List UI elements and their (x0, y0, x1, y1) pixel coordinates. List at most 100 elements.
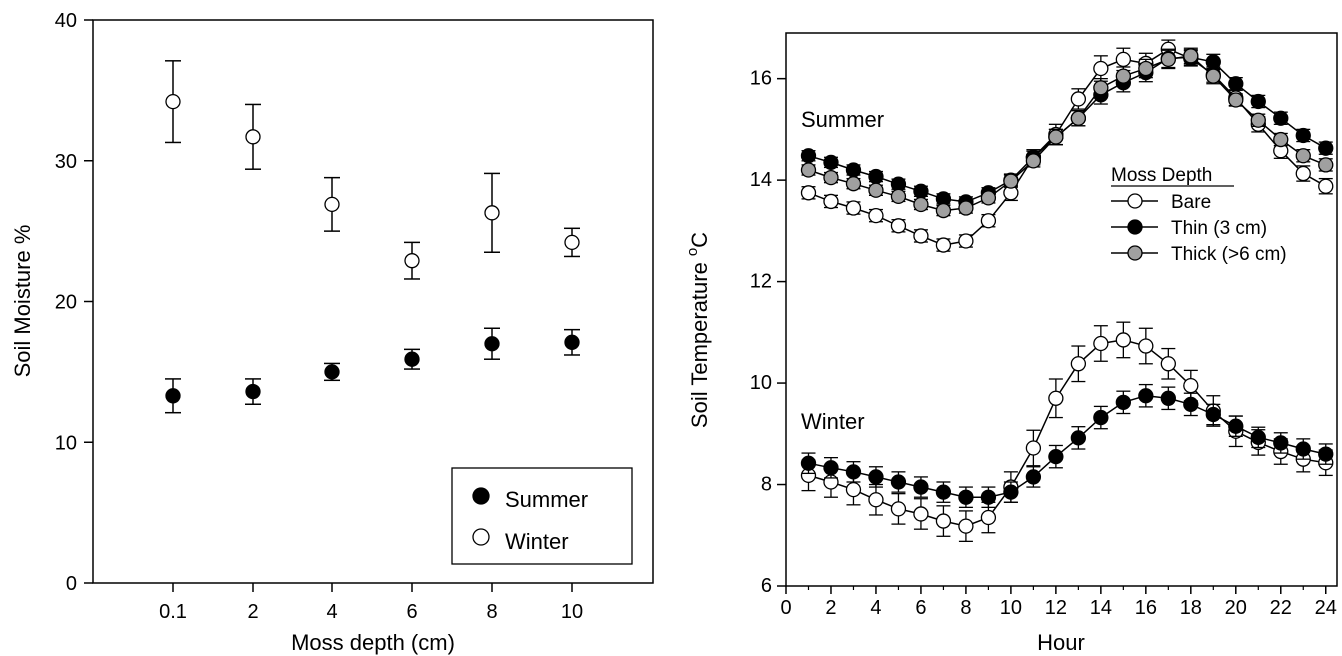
marker-summer-thick (913, 196, 929, 213)
marker-winter-bare (1070, 356, 1087, 372)
marker-winter-thin (1115, 394, 1131, 410)
marker-summer-thin (800, 148, 817, 164)
marker-summer-bare (823, 193, 839, 210)
annotation-winter: Winter (801, 409, 865, 434)
right-y-tick-label: 12 (750, 271, 772, 293)
marker-winter (245, 129, 261, 145)
left-x-axis-title: Moss depth (cm) (291, 630, 455, 655)
left-x-tick-label: 0.1 (159, 601, 187, 623)
marker-winter-bare (913, 506, 929, 522)
legend-marker-bare (1127, 193, 1143, 209)
marker-summer (245, 383, 261, 400)
right-x-tick-label: 6 (915, 597, 926, 619)
point-winter (484, 172, 500, 253)
marker-summer-thick (1093, 80, 1109, 96)
marker-summer-bare (935, 237, 952, 253)
marker-summer-thick (1048, 129, 1064, 145)
left-y-tick-label: 40 (55, 10, 77, 32)
marker-summer (165, 388, 181, 404)
marker-summer-thick (1025, 153, 1042, 169)
point-summer (165, 378, 181, 414)
marker-summer-bare (868, 207, 884, 224)
left-x-tick-label: 8 (486, 601, 497, 623)
legend-label-thick: Thick (>6 cm) (1171, 244, 1287, 265)
right-x-tick-label: 24 (1315, 597, 1337, 619)
marker-winter-thin (980, 489, 997, 505)
legend-label-winter: Winter (505, 529, 569, 554)
marker-summer-thick (1228, 92, 1244, 108)
point-winter (165, 60, 181, 144)
marker-summer-thick (800, 162, 817, 178)
right-x-tick-label: 4 (870, 597, 881, 619)
point-winter (404, 241, 420, 280)
marker-winter-thin (1295, 441, 1311, 457)
series-line (808, 48, 1327, 246)
marker-winter-thin (1138, 388, 1154, 404)
right-plot-frame (785, 32, 1338, 587)
marker-winter-bare (868, 492, 884, 508)
marker-summer-thick (1138, 60, 1154, 77)
right-x-tick-label: 18 (1180, 597, 1202, 619)
right-x-tick-label: 16 (1135, 597, 1157, 619)
right-y-tick-label: 6 (761, 575, 772, 597)
marker-winter-thin (823, 460, 839, 476)
marker-winter (484, 205, 500, 221)
marker-summer-bare (1070, 91, 1087, 107)
marker-winter-bare (1160, 356, 1176, 372)
marker-winter-thin (1048, 448, 1064, 465)
right-x-axis: 0 2 4 6 8 10 12 14 16 18 20 22 24 (780, 586, 1337, 619)
legend-marker-thin (1127, 219, 1143, 235)
left-legend: Summer Winter (451, 467, 633, 565)
marker-winter-bare (1115, 332, 1131, 348)
left-y-tick-label: 0 (66, 573, 77, 595)
marker-summer-thick (1115, 68, 1131, 84)
marker-winter-thin (890, 474, 907, 490)
marker-winter-thin (800, 455, 817, 471)
left-x-tick-label: 4 (326, 601, 337, 623)
marker-summer-thin (1228, 76, 1244, 92)
marker-winter-bare (890, 501, 907, 517)
marker-summer-thick (1160, 51, 1176, 68)
marker-summer (404, 351, 420, 367)
right-legend-title: Moss Depth (1111, 165, 1212, 186)
marker-summer-thick (868, 182, 884, 198)
marker-winter-bare (1025, 440, 1042, 456)
marker-summer-thick (845, 176, 862, 192)
marker-summer-thin (1205, 54, 1221, 70)
right-y-axis-title-unit: C (687, 232, 712, 248)
left-x-tick-label: 6 (406, 601, 417, 623)
marker-summer-thick (935, 202, 952, 219)
marker-summer-bare (800, 185, 817, 201)
right-y-tick-label: 10 (750, 372, 772, 394)
marker-winter-thin (1250, 429, 1266, 445)
series-winter-thin (800, 383, 1334, 509)
marker-winter-thin (1003, 484, 1019, 500)
right-y-tick-label: 8 (761, 474, 772, 496)
marker-summer-thin (1295, 127, 1311, 144)
marker-winter-bare (1093, 335, 1109, 352)
marker-winter-thin (1228, 418, 1244, 434)
marker-winter-bare (935, 513, 952, 529)
marker-winter-bare (1183, 377, 1199, 394)
marker-summer-thin (913, 183, 929, 199)
marker-summer-thick (1183, 48, 1199, 64)
marker-summer-thin (845, 162, 862, 178)
right-y-tick-label: 16 (750, 68, 772, 90)
series-line (808, 55, 1327, 212)
marker-summer (324, 364, 340, 380)
right-x-tick-label: 22 (1270, 597, 1292, 619)
marker-summer-bare (1318, 178, 1334, 194)
marker-summer-thick (1318, 157, 1334, 173)
right-x-tick-label: 8 (960, 597, 971, 619)
point-summer (245, 378, 261, 405)
legend-label-summer: Summer (505, 487, 588, 512)
marker-winter-thin (845, 464, 862, 480)
right-y-axis-title-text: Soil Temperature (687, 262, 712, 428)
marker-summer-bare (958, 233, 974, 249)
marker-summer-bare (1295, 165, 1311, 182)
right-x-axis-title: Hour (1037, 630, 1085, 655)
right-x-tick-label: 14 (1090, 597, 1112, 619)
left-y-axis: 0 10 20 30 40 (55, 10, 93, 595)
point-summer (564, 328, 580, 356)
left-x-tick-label: 10 (561, 601, 583, 623)
